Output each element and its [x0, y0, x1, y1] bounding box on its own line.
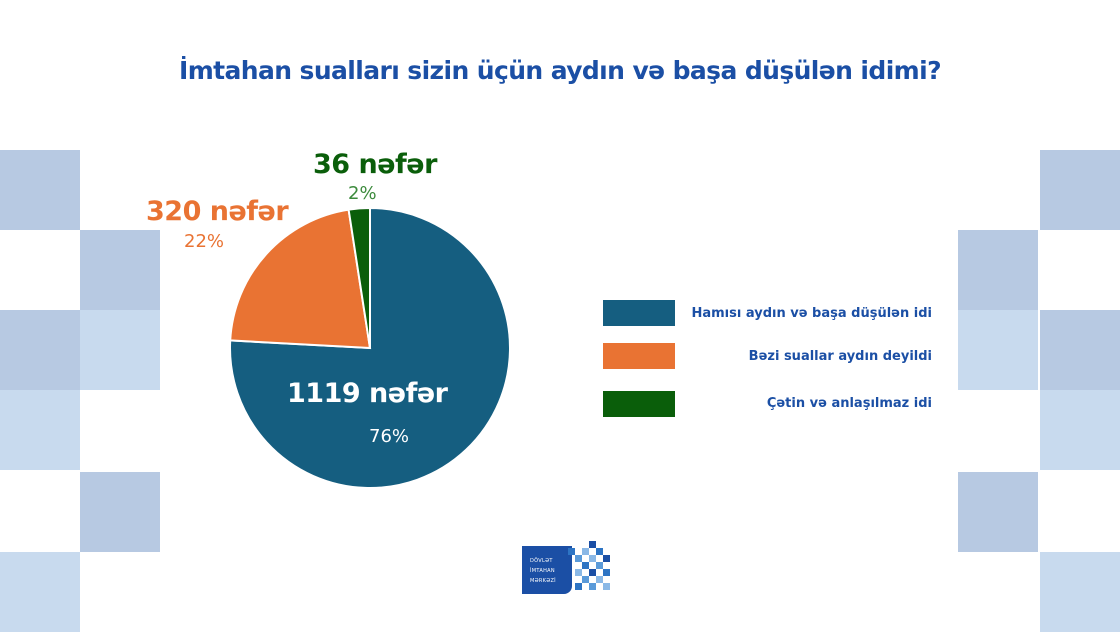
legend-label-2: Bəzi suallar aydın deyildi	[748, 349, 932, 364]
logo-pixel	[603, 569, 610, 576]
deco-square	[1040, 310, 1120, 390]
deco-square	[0, 150, 80, 230]
logo-pixel	[582, 562, 589, 569]
slice-percent-label-3: 2%	[348, 183, 377, 204]
deco-square	[80, 310, 160, 390]
slice-count-label-2: 320 nəfər	[146, 196, 289, 227]
deco-square	[958, 230, 1038, 310]
deco-square	[80, 472, 160, 552]
deco-square	[1040, 552, 1120, 632]
logo-pixel	[582, 576, 589, 583]
slice-count-label-1: 1119 nəfər	[287, 378, 448, 409]
slice-count-label-3: 36 nəfər	[313, 149, 437, 180]
logo-pixel	[575, 583, 582, 590]
slice-percent-label-2: 22%	[184, 231, 225, 252]
deco-square	[958, 472, 1038, 552]
logo-pixel	[575, 555, 582, 562]
logo-text-line: DÖVLƏT	[530, 558, 553, 564]
logo-pixel	[596, 576, 603, 583]
deco-square	[1040, 390, 1120, 470]
deco-square	[80, 230, 160, 310]
logo-pixel	[603, 583, 610, 590]
logo-pixel	[596, 548, 603, 555]
logo-pixel	[582, 548, 589, 555]
deco-square	[0, 552, 80, 632]
logo-pixel	[575, 569, 582, 576]
legend-label-3: Çətin və anlaşılmaz idi	[766, 396, 932, 411]
logo-pixel	[596, 562, 603, 569]
legend-label-1: Hamısı aydın və başa düşülən idi	[691, 306, 932, 321]
chart-title: İmtahan sualları sizin üçün aydın və baş…	[179, 56, 942, 85]
deco-square	[958, 310, 1038, 390]
logo-text-line: MƏRKƏZİ	[530, 578, 556, 584]
deco-square	[0, 390, 80, 470]
logo-pixel	[589, 541, 596, 548]
deco-square	[0, 310, 80, 390]
logo-pixel	[603, 555, 610, 562]
deco-square	[1040, 150, 1120, 230]
pie-slice-1	[229, 206, 511, 489]
pie-slice-2	[229, 208, 372, 350]
organization-logo: DÖVLƏT İMTAHAN MƏRKƏZİ	[522, 540, 614, 598]
slice-percent-label-1: 76%	[369, 426, 410, 447]
legend-swatch-2	[603, 343, 675, 369]
legend-swatch-1	[603, 300, 675, 326]
pie-slice-3	[347, 206, 371, 349]
logo-pixel	[589, 555, 596, 562]
logo-text-line: İMTAHAN	[530, 568, 555, 574]
logo-pixel	[589, 569, 596, 576]
logo-pixel	[568, 548, 575, 555]
logo-pixel	[589, 583, 596, 590]
legend-swatch-3	[603, 391, 675, 417]
logo-box	[522, 546, 572, 594]
